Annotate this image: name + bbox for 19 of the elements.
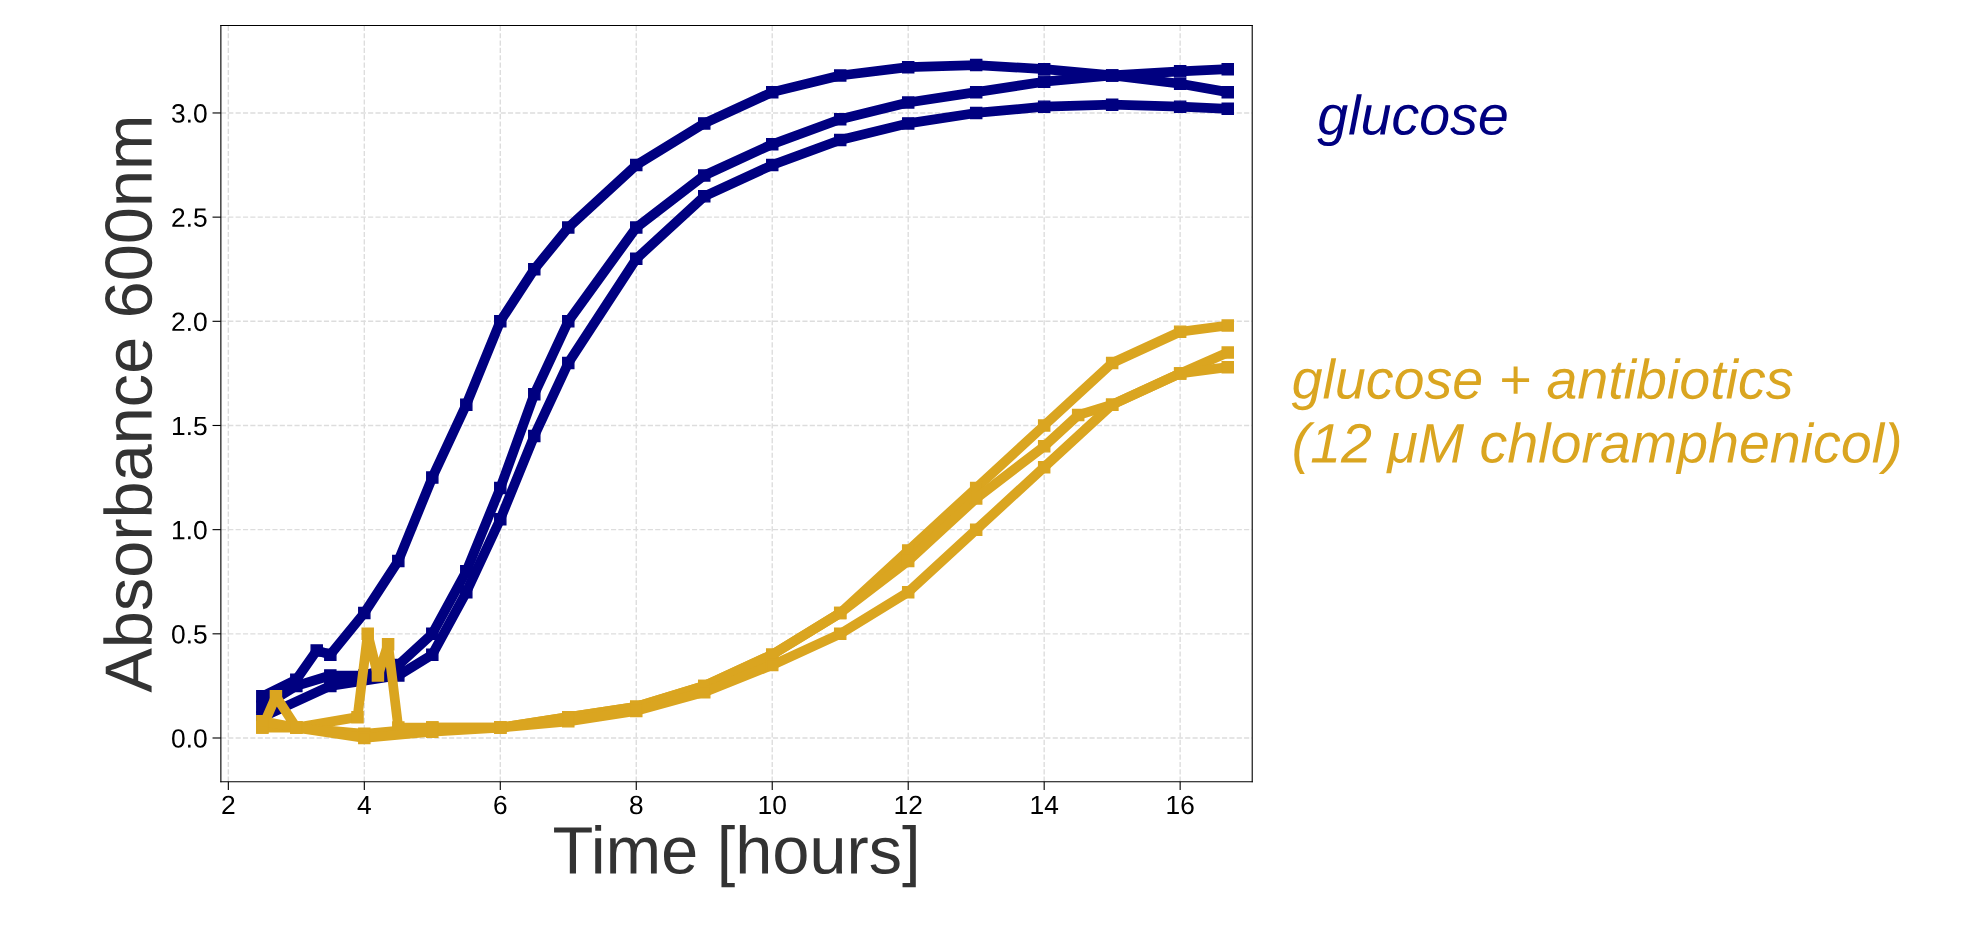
x-tick-label: 16 [1167,795,1194,815]
y-tick-label: 1.5 [173,416,207,436]
y-tick-label: 0.5 [172,624,207,644]
series-label: glucose + antibiotics (12 μM chloramphenicol) [1291,358,1900,474]
x-tick-label: 10 [759,795,786,815]
x-tick-label: 2 [222,795,235,815]
series-label: glucose [1317,94,1507,147]
y-tick-label: 3.0 [172,104,207,123]
x-axis-title: Time [hours] [554,825,916,888]
x-tick-label: 8 [630,795,643,815]
x-tick-label: 4 [357,795,371,815]
x-tick-label: 6 [494,795,507,815]
x-tick-label: 12 [895,795,922,815]
y-tick-label: 0.0 [172,729,207,748]
y-tick-label: 1.0 [173,520,207,540]
x-tick-label: 14 [1031,795,1059,815]
y-tick-label: 2.5 [172,208,207,227]
y-axis-title: Absorbance 600nm [103,118,153,693]
y-tick-label: 2.0 [172,312,207,332]
